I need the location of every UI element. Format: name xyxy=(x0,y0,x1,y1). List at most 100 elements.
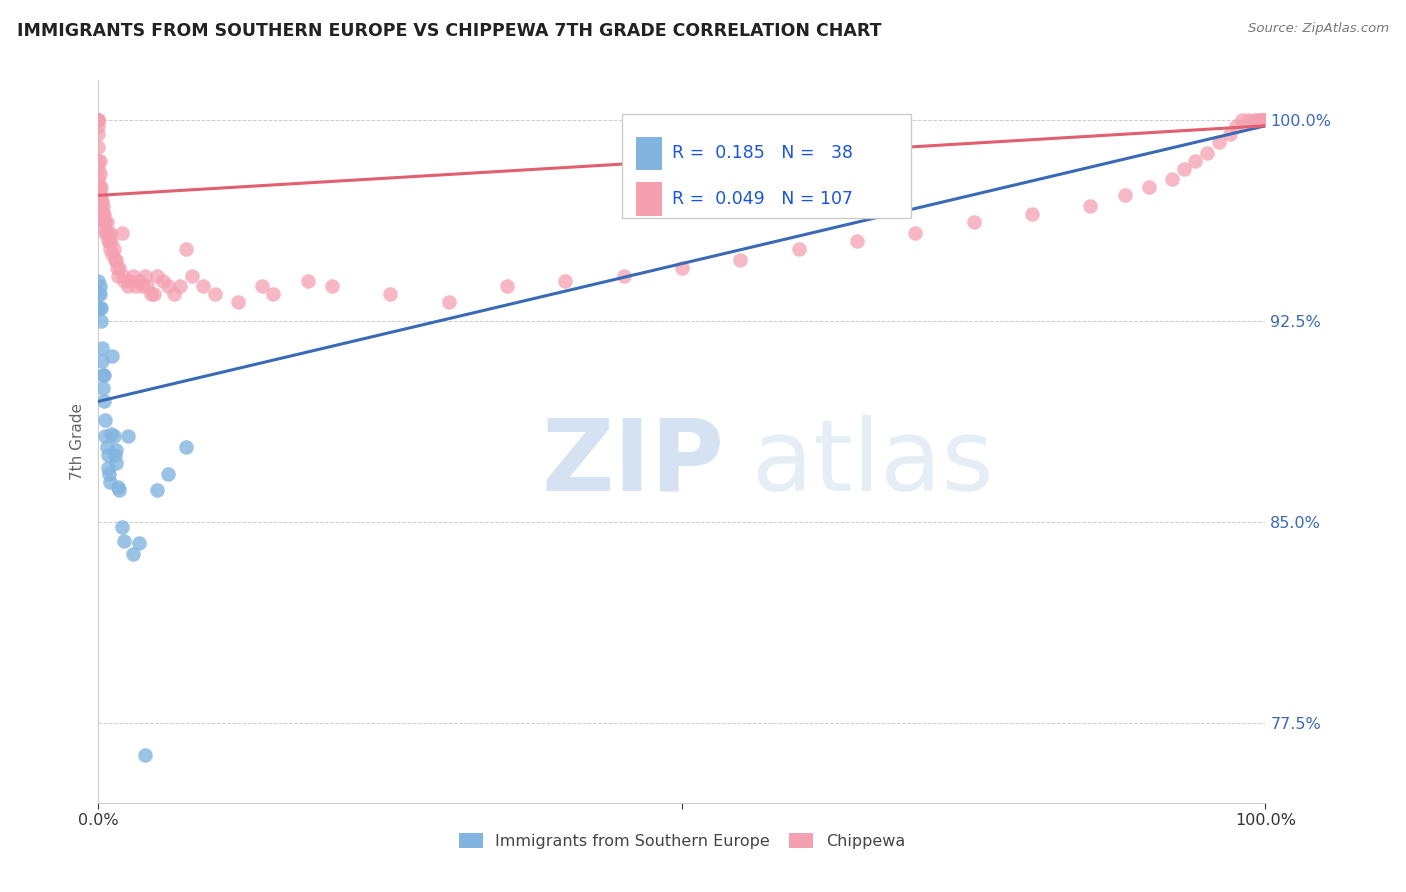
Point xyxy=(1254,113,1277,128)
Text: Source: ZipAtlas.com: Source: ZipAtlas.com xyxy=(1249,22,1389,36)
Point xyxy=(554,274,576,288)
Point xyxy=(962,215,984,229)
Point xyxy=(143,287,166,301)
Text: R =  0.049   N = 107: R = 0.049 N = 107 xyxy=(672,190,852,208)
Point xyxy=(87,188,110,202)
Point xyxy=(87,301,110,315)
Point xyxy=(1184,153,1206,168)
Point xyxy=(904,226,927,240)
Point xyxy=(101,349,124,363)
Point xyxy=(107,268,129,283)
Point xyxy=(846,234,869,248)
Point xyxy=(152,274,174,288)
Point xyxy=(787,242,810,256)
Point xyxy=(204,287,226,301)
Point xyxy=(87,274,110,288)
Point xyxy=(146,483,169,497)
Point xyxy=(87,287,110,301)
Point xyxy=(98,226,121,240)
Point xyxy=(1230,113,1253,128)
Point xyxy=(87,127,110,141)
Point xyxy=(174,440,197,454)
Point xyxy=(103,429,125,443)
Point xyxy=(108,483,131,497)
Point xyxy=(132,279,155,293)
Point xyxy=(321,279,343,293)
Y-axis label: 7th Grade: 7th Grade xyxy=(69,403,84,480)
Point xyxy=(297,274,319,288)
Point xyxy=(107,480,129,494)
Point xyxy=(98,242,121,256)
Point xyxy=(250,279,273,293)
Point xyxy=(1251,113,1274,128)
Point xyxy=(118,274,141,288)
Point xyxy=(87,113,110,128)
Point xyxy=(125,279,148,293)
Point xyxy=(111,268,134,283)
Point xyxy=(96,440,118,454)
Point xyxy=(1237,113,1260,128)
Point xyxy=(613,268,636,283)
Point xyxy=(87,113,110,128)
Point xyxy=(87,119,110,133)
Point xyxy=(146,268,169,283)
Point xyxy=(94,215,117,229)
Point xyxy=(174,242,197,256)
Point xyxy=(437,295,460,310)
Point xyxy=(111,226,134,240)
Point xyxy=(157,467,180,481)
Point xyxy=(91,199,114,213)
Point xyxy=(1254,113,1277,128)
Point xyxy=(105,260,128,275)
Point xyxy=(1254,113,1277,128)
Point xyxy=(1249,113,1271,128)
Point xyxy=(104,448,127,462)
Point xyxy=(1195,145,1218,160)
Point xyxy=(100,234,122,248)
Point xyxy=(1254,113,1277,128)
Point xyxy=(93,394,115,409)
Point xyxy=(1080,199,1102,213)
Point xyxy=(108,260,131,275)
Point xyxy=(90,354,112,368)
Point xyxy=(1173,161,1195,176)
Point xyxy=(90,194,112,208)
Point xyxy=(122,547,145,561)
Point xyxy=(1021,207,1043,221)
Point xyxy=(87,153,110,168)
Point xyxy=(169,279,191,293)
Point xyxy=(97,234,120,248)
Point xyxy=(94,226,117,240)
Point xyxy=(104,442,127,457)
Point xyxy=(157,279,180,293)
Point xyxy=(98,475,121,489)
Point xyxy=(1137,180,1160,194)
Text: IMMIGRANTS FROM SOUTHERN EUROPE VS CHIPPEWA 7TH GRADE CORRELATION CHART: IMMIGRANTS FROM SOUTHERN EUROPE VS CHIPP… xyxy=(17,22,882,40)
Point xyxy=(89,287,111,301)
Point xyxy=(97,234,120,248)
Point xyxy=(104,252,127,267)
Point xyxy=(1161,172,1184,186)
Point xyxy=(89,167,111,181)
Point xyxy=(90,199,112,213)
Point xyxy=(112,533,135,548)
Point xyxy=(89,301,111,315)
Point xyxy=(134,268,156,283)
Point xyxy=(111,520,134,534)
Text: R =  0.185   N =   38: R = 0.185 N = 38 xyxy=(672,145,852,162)
Point xyxy=(90,180,112,194)
Point xyxy=(380,287,402,301)
Point xyxy=(193,279,215,293)
Point xyxy=(91,381,114,395)
Point xyxy=(1225,119,1247,133)
Point xyxy=(100,426,122,441)
Point xyxy=(117,429,139,443)
Point xyxy=(112,274,135,288)
Point xyxy=(87,113,110,128)
Point xyxy=(87,172,110,186)
Point xyxy=(1246,113,1268,128)
Point xyxy=(93,215,115,229)
Point xyxy=(91,207,114,221)
Point xyxy=(163,287,186,301)
Point xyxy=(1253,113,1275,128)
